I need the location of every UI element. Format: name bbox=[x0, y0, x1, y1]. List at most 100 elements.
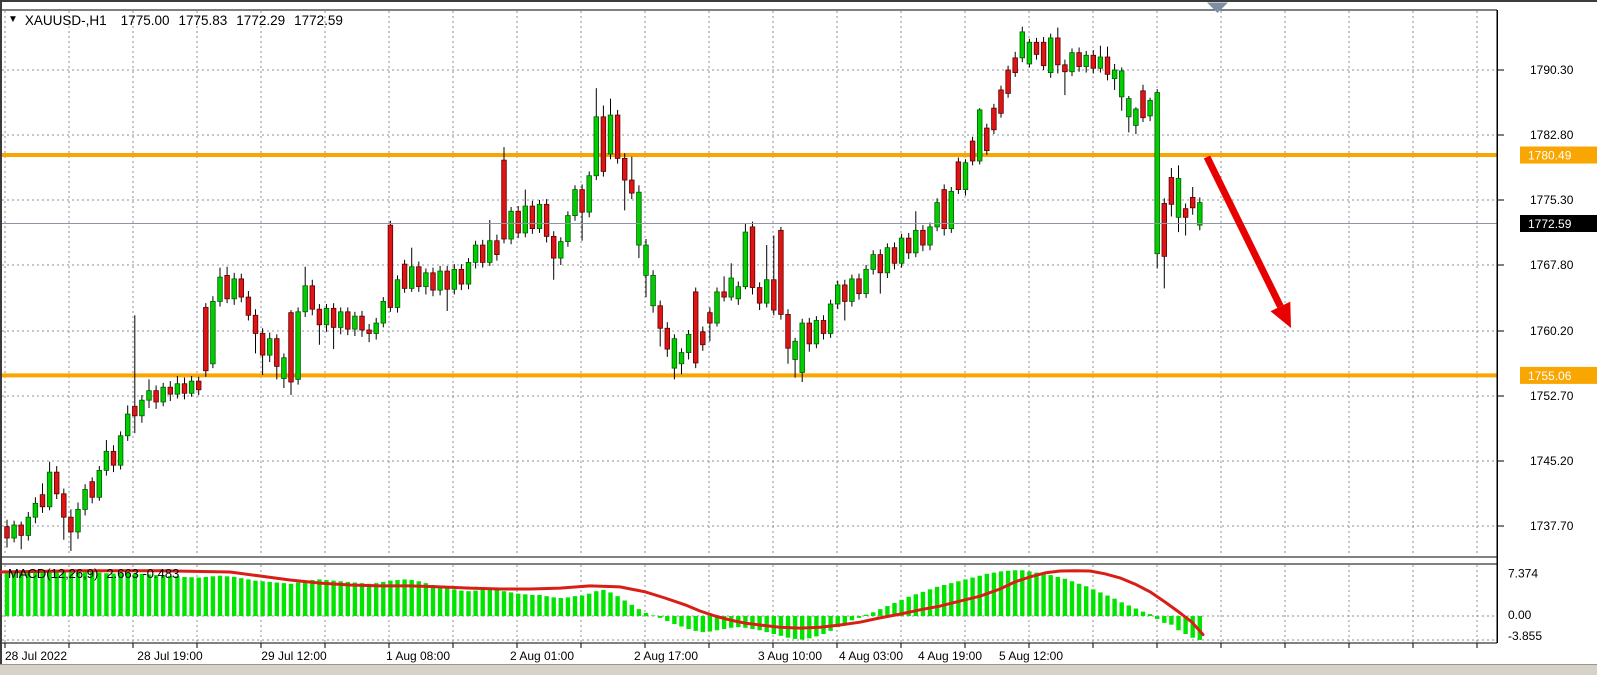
candle-body bbox=[487, 240, 493, 263]
time-axis-label: 4 Aug 03:00 bbox=[839, 649, 903, 663]
macd-histogram-bar bbox=[494, 589, 500, 616]
candle-body bbox=[586, 175, 592, 213]
candle-body bbox=[920, 229, 926, 246]
macd-histogram-bar bbox=[430, 585, 436, 616]
candle-body bbox=[32, 502, 39, 518]
candle-body bbox=[1019, 31, 1025, 59]
candle-body bbox=[536, 203, 543, 230]
candle-body bbox=[245, 296, 252, 316]
quote-close: 1772.59 bbox=[294, 12, 343, 28]
macd-histogram-bar bbox=[863, 614, 869, 616]
macd-histogram-bar bbox=[395, 580, 400, 616]
candle-body bbox=[451, 268, 457, 290]
candle-body bbox=[558, 241, 564, 259]
time-axis-label: 5 Aug 12:00 bbox=[999, 649, 1063, 663]
macd-histogram-bar bbox=[551, 597, 556, 616]
trend-arrow-head[interactable] bbox=[1270, 301, 1292, 328]
macd-histogram-bar bbox=[1162, 616, 1167, 623]
price-axis[interactable]: 1790.30 1782.80 1775.30 1767.80 1760.20 1752.… bbox=[1498, 63, 1597, 643]
candle-body bbox=[323, 307, 330, 326]
macd-histogram-bar bbox=[942, 585, 947, 616]
macd-values: 2.663 -0.483 bbox=[106, 566, 180, 581]
macd-histogram-bar bbox=[1041, 573, 1046, 616]
candle-body bbox=[1168, 177, 1175, 205]
candle-body bbox=[721, 291, 727, 298]
candle-body bbox=[117, 435, 124, 466]
candle-body bbox=[494, 240, 500, 256]
candle-body bbox=[125, 413, 131, 437]
macd-histogram-bar bbox=[913, 594, 918, 616]
macd-histogram-bar bbox=[508, 592, 514, 616]
macd-histogram-bar bbox=[1069, 581, 1075, 616]
chart-shift-marker-icon[interactable] bbox=[1207, 2, 1228, 14]
candle-body bbox=[877, 254, 883, 274]
candle-body bbox=[785, 314, 791, 349]
level-lines[interactable] bbox=[2, 153, 1497, 378]
candle-body bbox=[551, 236, 557, 259]
time-axis[interactable]: 28 Jul 2022 28 Jul 19:00 29 Jul 12:00 1 Aug… bbox=[4, 643, 1478, 663]
candle-body bbox=[423, 272, 429, 288]
symbol-dropdown-icon[interactable]: ▼ bbox=[8, 14, 18, 25]
macd-indicator-label: MACD(12,26,9) 2.663 -0.483 bbox=[8, 566, 187, 581]
macd-histogram-bar bbox=[721, 616, 727, 630]
macd-histogram-bar bbox=[1169, 616, 1174, 625]
macd-histogram-bar bbox=[579, 595, 585, 616]
candle-body bbox=[593, 116, 599, 177]
macd-histogram-bar bbox=[530, 594, 535, 616]
candle-body bbox=[969, 140, 976, 162]
macd-histogram-bar bbox=[899, 599, 904, 616]
candle-body bbox=[870, 254, 876, 270]
candle-body bbox=[700, 331, 706, 346]
macd-histogram-bar bbox=[700, 616, 705, 633]
macd-histogram-bar bbox=[267, 581, 272, 616]
macd-histogram-bar bbox=[686, 616, 691, 630]
candle-body bbox=[529, 205, 536, 230]
macd-histogram-bar bbox=[672, 616, 677, 625]
candle-body bbox=[636, 191, 642, 246]
macd-histogram-bar bbox=[182, 576, 187, 616]
macd-histogram-bar bbox=[1055, 576, 1060, 616]
price-axis-label: 1790.30 bbox=[1530, 63, 1574, 77]
macd-histogram-bar bbox=[665, 616, 670, 621]
macd-histogram-bar bbox=[352, 582, 358, 616]
macd-histogram-bar bbox=[217, 575, 223, 616]
time-axis-label: 2 Aug 01:00 bbox=[510, 649, 574, 663]
macd-histogram-bar bbox=[82, 572, 88, 616]
candle-body bbox=[629, 179, 635, 194]
macd-histogram-bar bbox=[168, 576, 173, 616]
candle-body bbox=[352, 315, 358, 330]
macd-histogram-bar bbox=[892, 602, 897, 616]
macd-histogram-bar bbox=[821, 616, 826, 634]
macd-histogram-bar bbox=[90, 571, 95, 616]
time-axis-label: 4 Aug 19:00 bbox=[918, 649, 982, 663]
macd-histogram-bar bbox=[54, 570, 59, 616]
candle-body bbox=[735, 286, 741, 300]
candle-body bbox=[174, 383, 181, 395]
macd-histogram-bar bbox=[615, 596, 620, 616]
candle-body bbox=[1154, 92, 1160, 255]
candle-body bbox=[330, 307, 337, 328]
trend-arrow-stem[interactable] bbox=[1203, 155, 1284, 309]
candle-body bbox=[565, 215, 571, 243]
macd-histogram-bar bbox=[317, 579, 322, 616]
time-axis-label: 29 Jul 12:00 bbox=[261, 649, 327, 663]
macd-histogram-bar bbox=[104, 573, 109, 616]
candle-body bbox=[132, 405, 138, 417]
macd-histogram-bar bbox=[61, 571, 66, 616]
macd-histogram-bar bbox=[544, 596, 549, 616]
candle-body bbox=[25, 516, 31, 536]
macd-histogram-bar bbox=[991, 572, 997, 616]
macd-histogram-bar bbox=[473, 590, 478, 616]
candle-body bbox=[835, 284, 841, 305]
macd-histogram-bar bbox=[402, 579, 407, 616]
macd-histogram-bar bbox=[487, 589, 492, 616]
trend-arrow[interactable] bbox=[1203, 155, 1292, 328]
macd-histogram-bar bbox=[310, 580, 315, 616]
candle-body bbox=[600, 116, 607, 172]
candle-body bbox=[139, 399, 145, 417]
macd-histogram-bar bbox=[1176, 616, 1181, 631]
macd-name: MACD(12,26,9) bbox=[8, 566, 99, 581]
macd-histogram-bar bbox=[260, 581, 265, 616]
candle-body bbox=[359, 315, 365, 331]
